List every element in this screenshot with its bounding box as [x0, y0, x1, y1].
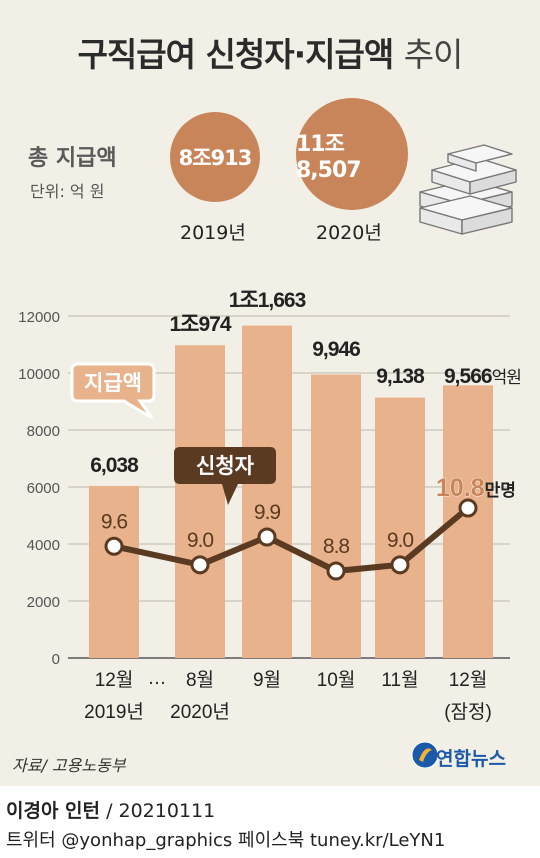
bar-value-label: 9,566억원 [444, 365, 521, 388]
bar-value-label: 9,138 [376, 365, 425, 388]
x-tick-label: 8월 [186, 669, 214, 691]
callout-bubble-amount [70, 362, 156, 420]
bar [175, 345, 225, 658]
y-tick-label: 8000 [27, 423, 60, 440]
bar-value-label: 6,038 [90, 454, 139, 477]
x-tick-sublabel: 2019년 [84, 701, 144, 723]
credit-date: / 20210111 [106, 800, 216, 822]
line-value-label: 9.0 [387, 529, 414, 552]
bubble-year-2019: 2019년 [180, 222, 246, 244]
source-note: 자료/ 고용노동부 [12, 756, 126, 775]
line-point [104, 536, 124, 556]
total-label: 총 지급액 [28, 146, 117, 171]
bar-value-label: 1조974 [169, 313, 231, 336]
y-tick-label: 2000 [27, 594, 60, 611]
x-tick-sublabel: (잠정) [444, 701, 492, 723]
x-tick-label: 9월 [253, 669, 281, 691]
bar-value-label: 1조1,663 [229, 289, 306, 312]
bubble-2019: 8조913 [170, 112, 260, 202]
line-value-label: 9.9 [254, 501, 281, 524]
line-point [390, 555, 410, 575]
bar [242, 325, 292, 658]
line-value-label: 9.0 [187, 529, 214, 552]
bar-value-label: 9,946 [312, 338, 360, 361]
callout-label-amount: 지급액 [84, 372, 142, 395]
callout-bubble-applicants [174, 447, 276, 505]
y-tick-label: 4000 [27, 537, 60, 554]
line-point [326, 561, 346, 581]
title-main: 구직급여 신청자·지급액 [77, 35, 395, 74]
line-point [458, 498, 478, 518]
x-tick-label: 12월 [449, 669, 488, 691]
yonhap-logo-text[interactable]: 연합뉴스 [436, 748, 506, 770]
line-point [257, 527, 277, 547]
line-value-label: 10.8만명 [436, 474, 516, 502]
callout-label-applicants: 신청자 [196, 455, 255, 478]
line-point [190, 555, 210, 575]
page-title: 구직급여 신청자·지급액 추이 [0, 28, 540, 76]
x-tick-label: 12월 [95, 669, 134, 691]
bar [311, 374, 361, 658]
bubble-year-2020: 2020년 [316, 222, 382, 244]
x-tick-label: 10월 [317, 669, 356, 691]
title-suffix: 추이 [403, 35, 464, 74]
applicants-line [111, 505, 471, 574]
credit-line: 이경아 인턴 / 20210111 [6, 796, 215, 823]
y-tick-label: 6000 [27, 480, 60, 497]
money-stack-icon [419, 144, 517, 235]
bar [89, 485, 139, 658]
bar [375, 397, 425, 658]
line-value-label: 8.8 [323, 535, 350, 558]
unit-label: 단위: 억 원 [30, 182, 105, 201]
line-unit-label: 만명 [485, 481, 516, 500]
y-tick-label: 0 [52, 651, 60, 668]
x-tick-sublabel: 2020년 [170, 701, 230, 723]
bubble-2020: 11조8,507 [296, 98, 408, 210]
x-tick-label: 11월 [381, 669, 418, 691]
bar-unit-label: 억원 [492, 368, 521, 387]
yonhap-logo-icon[interactable] [410, 740, 440, 770]
y-tick-label: 10000 [18, 366, 60, 383]
social-links[interactable]: 트위터 @yonhap_graphics 페이스북 tuney.kr/LeYN1 [6, 830, 446, 851]
x-axis-ellipsis: … [148, 668, 167, 689]
y-tick-label: 12000 [18, 309, 60, 326]
credit-name: 이경아 인턴 [6, 800, 101, 822]
line-value-label: 9.6 [101, 510, 128, 533]
